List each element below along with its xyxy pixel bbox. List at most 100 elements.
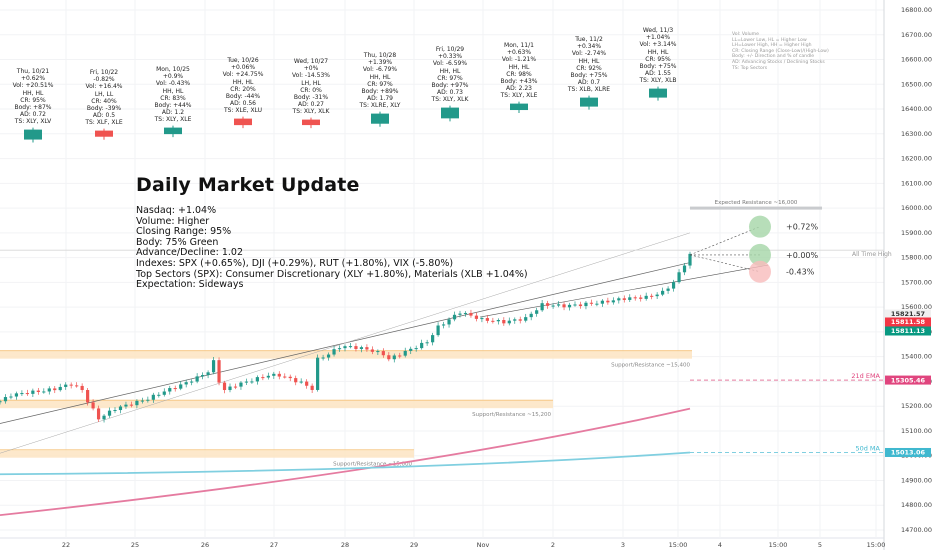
day-annotation-line: AD: 1.55 (644, 70, 671, 78)
day-annotation-line: CR: 97% (367, 80, 393, 88)
candle-body (299, 381, 303, 383)
candle-body (431, 335, 435, 343)
candle-body (370, 349, 374, 352)
legend-line: Vol: Volume (732, 32, 759, 37)
day-annotation-line: CR: 97% (437, 74, 463, 82)
candle-body (556, 304, 561, 306)
day-annotation-line: +0.34% (576, 43, 602, 51)
day-annotation-line: Body: +97% (431, 82, 469, 90)
price-label-box (885, 447, 931, 457)
candle-body (584, 302, 588, 307)
candle-body (606, 300, 610, 303)
ma-line (0, 451, 691, 476)
candle-body (354, 346, 358, 350)
candle-body (184, 382, 188, 385)
day-annotation-line: +0% (303, 65, 319, 73)
candle-body (398, 355, 402, 357)
day-annotation: Mon, 11/1 +0.63% Vol: -1.21% HH, HL CR: 98% B… (487, 42, 551, 100)
day-annotation-line: Body: +43% (500, 78, 538, 86)
day-annotation-line: HH, HL (439, 67, 461, 75)
candle-body (14, 393, 19, 397)
candle-body (365, 347, 369, 350)
candle-body (589, 302, 594, 304)
day-annotation-line: CR: 20% (230, 85, 256, 93)
day-annotation-line: AD: 0.56 (229, 100, 256, 108)
day-annotation-line: Wed, 11/3 (642, 27, 674, 34)
ath-label: All Time High (852, 251, 892, 258)
candle-body (217, 360, 221, 383)
candle-body (452, 314, 457, 320)
day-annotation-line: Fri, 10/22 (89, 69, 119, 76)
summary-line: Expectation: Sideways (136, 279, 244, 291)
day-annotation-line: TS: XLY, XLK (431, 96, 469, 104)
candle-body (157, 394, 161, 396)
candle-body (69, 384, 73, 386)
candle-body (611, 300, 615, 303)
candle-body (688, 253, 692, 266)
candle-body (469, 312, 473, 316)
resistance-bar (690, 206, 822, 210)
day-annotation-line: TS: XLY, XLK (292, 108, 330, 116)
y-tick-label: 15100.00 (901, 427, 932, 435)
day-annotation-line: -0.82% (93, 76, 115, 84)
x-tick-label: 29 (410, 541, 418, 549)
candle-body (600, 300, 604, 304)
candle-body (343, 346, 347, 349)
legend-line: LH=Lower High, HH = Higher High (732, 43, 812, 49)
summary-line: Closing Range: 95% (136, 226, 232, 238)
candle-body (359, 347, 364, 350)
scenario-label: -0.43% (786, 268, 815, 277)
day-annotation-line: CR: 95% (20, 96, 46, 104)
candle-body (447, 319, 451, 325)
x-tick-label: 4 (718, 541, 722, 549)
day-annotation-line: TS: XLY, XLE (500, 92, 538, 100)
candle-body (535, 310, 539, 314)
price-label-box (885, 375, 931, 385)
day-annotation-line: Vol: -2.74% (571, 50, 607, 58)
day-annotation: Tue, 10/26 +0.06% Vol: +24.75% HH, HL CR: 20… (211, 57, 275, 115)
mini-candle-body (302, 119, 320, 126)
y-tick-label: 16600.00 (901, 56, 932, 64)
candle-body (639, 297, 643, 299)
candle-body (20, 393, 24, 395)
candle-body (233, 386, 238, 388)
candle-body (80, 385, 84, 391)
mini-candle-body (510, 103, 528, 111)
candle-body (266, 375, 270, 378)
candle-body (485, 318, 489, 321)
day-annotation-line: TS: XLY, XLV (14, 118, 52, 126)
candle-body (190, 381, 194, 383)
candle-body (255, 377, 259, 382)
candle-body (96, 408, 101, 420)
day-annotation-line: Vol: +3.14% (639, 41, 677, 49)
candle-body (414, 348, 418, 350)
candle-body (518, 319, 522, 321)
candle-body (628, 297, 632, 300)
day-annotation: Wed, 11/3 +1.04% Vol: +3.14% HH, HL CR: 95% B… (626, 27, 690, 85)
candle-body (502, 320, 506, 324)
candle-body (179, 384, 183, 389)
x-tick-label: 15:00 (867, 541, 886, 549)
price-label: 15811.13 (891, 327, 925, 335)
day-annotation-line: Vol: -6.59% (432, 60, 468, 68)
candle-body (47, 388, 51, 392)
summary-line: Body: 75% Green (136, 236, 219, 248)
day-annotation-line: AD: 2.23 (505, 85, 532, 93)
resistance-label: Expected Resistance ~16,000 (715, 200, 798, 206)
x-tick-label: 15:00 (769, 541, 788, 549)
scenario-label: +0.00% (786, 251, 819, 260)
candle-body (140, 400, 144, 402)
candle-body (113, 410, 117, 412)
x-tick-label: 2 (551, 541, 555, 549)
day-annotation-line: Wed, 10/27 (293, 58, 329, 65)
day-annotation: Mon, 10/25 +0.9% Vol: -0.43% HH, HL CR: 83% B… (141, 66, 205, 124)
candle-body (316, 357, 320, 390)
mini-candle-body (234, 118, 252, 126)
candle-body (261, 377, 265, 379)
day-annotation-line: CR: 95% (645, 55, 671, 63)
candle-body (567, 304, 572, 308)
day-annotation-line: AD: 0.72 (19, 111, 46, 119)
legend-line: LL=Lower Low, HL = Higher Low (732, 37, 807, 43)
